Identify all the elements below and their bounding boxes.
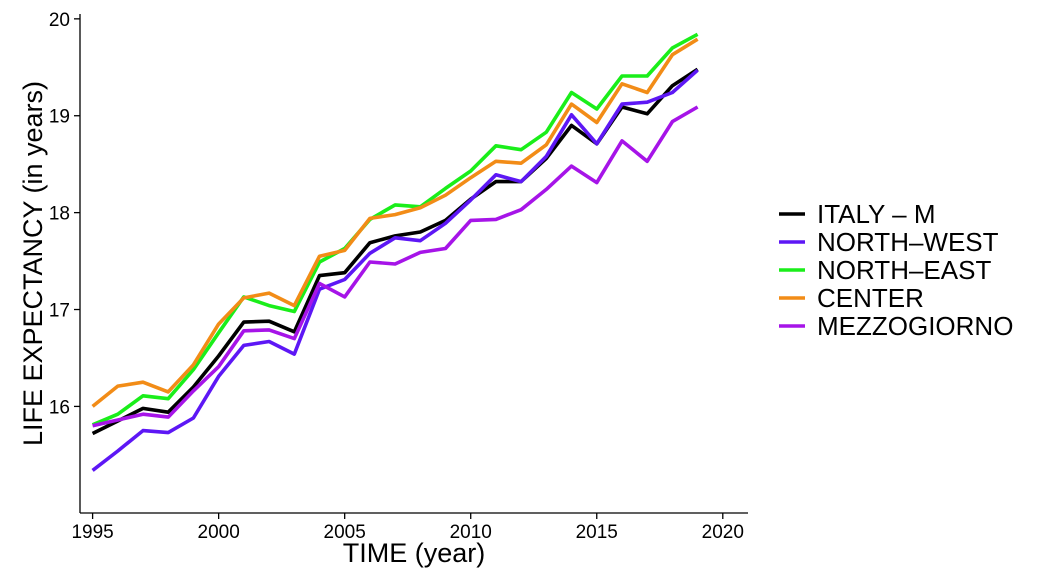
x-tick-label: 2010 (450, 522, 492, 543)
y-tick-label: 18 (49, 204, 70, 225)
legend: ITALY – MNORTH–WESTNORTH–EASTCENTERMEZZO… (779, 199, 1013, 341)
x-tick-label: 2000 (198, 522, 240, 543)
x-tick-label: 2020 (702, 522, 744, 543)
x-tick-label: 1995 (71, 522, 113, 543)
legend-label: NORTH–EAST (817, 255, 991, 285)
y-tick-label: 17 (49, 301, 70, 322)
x-tick-label: 2005 (324, 522, 366, 543)
y-tick-label: 20 (49, 10, 70, 31)
legend-label: CENTER (817, 283, 924, 313)
plot-lines (91, 32, 699, 472)
legend-label: MEZZOGIORNO (817, 311, 1013, 341)
series-line-2 (91, 68, 699, 472)
series-line-4 (91, 37, 699, 408)
legend-label: NORTH–WEST (817, 227, 999, 257)
series-line-3 (91, 32, 699, 427)
axes: 16 17 18 19 20 1995 2000 2005 2010 2015 2020 (49, 10, 748, 543)
y-tick-label: 16 (49, 397, 70, 418)
y-axis-title: LIFE EXPECTANCY (in years) (18, 81, 48, 446)
x-tick-label: 2015 (576, 522, 618, 543)
y-tick-label: 19 (49, 107, 70, 128)
series-line-5 (92, 105, 699, 428)
x-axis-title: TIME (year) (343, 538, 486, 568)
legend-label: ITALY – M (817, 199, 936, 229)
